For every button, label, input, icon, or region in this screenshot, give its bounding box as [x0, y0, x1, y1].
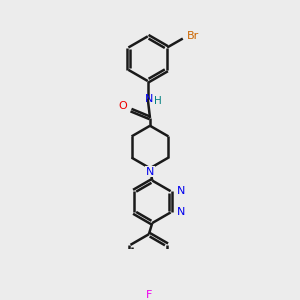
Text: O: O — [118, 101, 127, 111]
Text: F: F — [146, 290, 152, 300]
Text: N: N — [176, 207, 185, 218]
Text: N: N — [145, 94, 153, 104]
Text: N: N — [176, 186, 185, 196]
Text: N: N — [146, 167, 154, 177]
Text: Br: Br — [187, 31, 199, 41]
Text: H: H — [154, 96, 162, 106]
